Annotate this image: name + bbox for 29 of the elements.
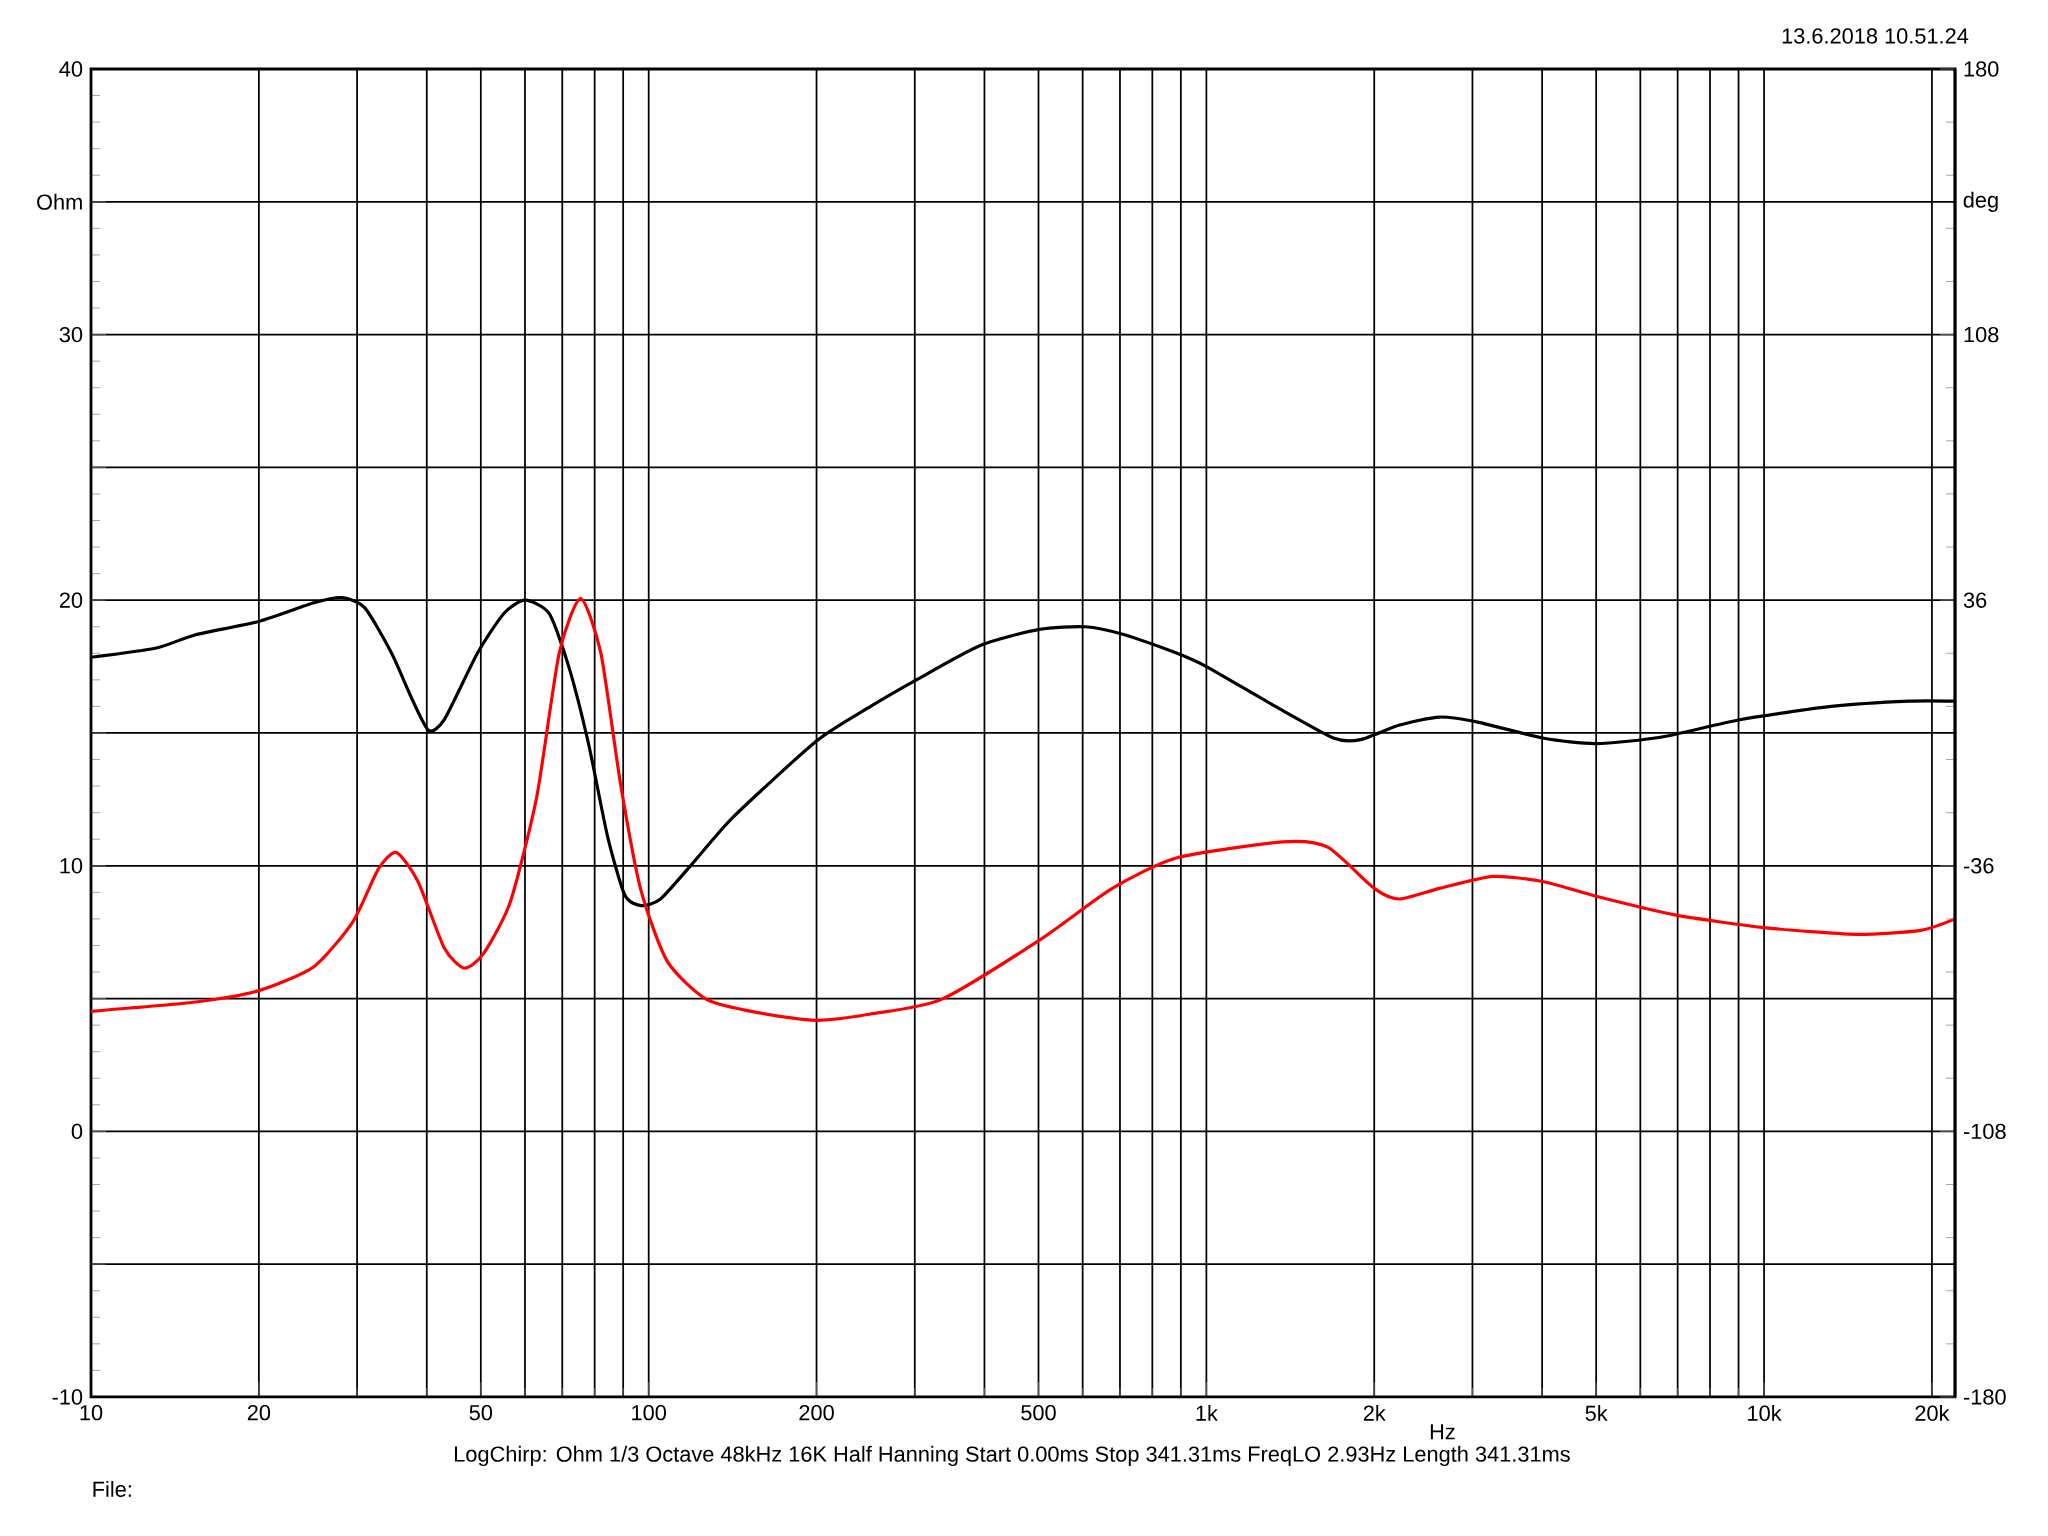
y-tick-label: 10 (60, 858, 83, 874)
y2-tick-label: -36 (1963, 858, 1994, 874)
y2-axis-title: deg (1963, 191, 1998, 212)
x-tick-label: 10k (1748, 1404, 1782, 1421)
y2-tick-label: -180 (1963, 1389, 2006, 1405)
text: File: (93, 1481, 131, 1497)
text: LogChirp: Ohm 1/3 Octave 48kHz 16K Half Hanning Start 0.00ms Stop 341.31ms FreqLO 2.93Hz Length 341.31ms (454, 1445, 1570, 1467)
x-tick-label: 200 (799, 1404, 834, 1421)
x-tick-label: 10 (80, 1404, 103, 1421)
x-tick-label: 1k (1196, 1404, 1218, 1421)
text: 13.6.2018 10.51.24 (1782, 28, 1969, 44)
y-axis-title: Ohm (37, 193, 82, 210)
y2-tick-label: 108 (1964, 326, 1999, 343)
x-tick-label: 50 (469, 1404, 493, 1421)
y-tick-label: 40 (59, 61, 83, 77)
y2-tick-label: 36 (1963, 592, 1987, 608)
y-tick-label: 20 (59, 592, 83, 608)
y2-tick-label: 180 (1964, 61, 1999, 77)
x-tick-label: 2k (1363, 1404, 1386, 1421)
y-tick-label: 0 (71, 1123, 83, 1140)
y2-tick-label: -108 (1963, 1123, 2006, 1140)
x-tick-label: 5k (1585, 1404, 1608, 1421)
x-tick-label: 100 (632, 1404, 666, 1421)
x-tick-label: 500 (1021, 1404, 1056, 1421)
y-tick-label: -10 (52, 1389, 83, 1405)
y-tick-label: 30 (59, 326, 83, 343)
x-tick-label: 20 (247, 1404, 271, 1421)
x-axis-title: Hz (1430, 1424, 1455, 1440)
x-tick-label: 20k (1915, 1404, 1950, 1421)
